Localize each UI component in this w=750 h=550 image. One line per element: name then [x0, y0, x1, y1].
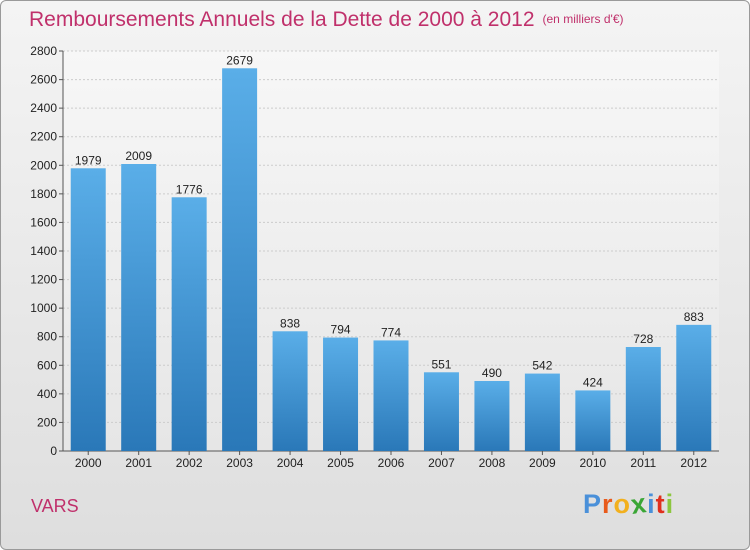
bar	[70, 168, 106, 452]
x-tick-label: 2007	[428, 456, 455, 470]
y-tick-label: 2600	[30, 73, 57, 87]
value-labels: 1979 2009 1776 2679 838 794 774 551 490 542 424 728…	[75, 53, 704, 389]
bar-value-label: 2009	[125, 149, 152, 163]
y-tick-label: 2800	[30, 44, 57, 58]
logo-letter: i	[647, 489, 656, 519]
y-tick-label: 400	[37, 387, 57, 401]
bars	[70, 68, 712, 452]
chart-title: Remboursements Annuels de la Dette de 20…	[29, 8, 624, 32]
bar-value-label: 542	[532, 359, 552, 373]
bar	[474, 381, 510, 451]
y-tick-label: 1800	[30, 187, 57, 201]
x-tick-label: 2011	[630, 456, 656, 470]
x-tick-label: 2003	[226, 456, 253, 470]
bar	[625, 347, 661, 451]
logo-letter: t	[655, 489, 666, 519]
bar	[222, 68, 258, 452]
x-tick-label: 2009	[529, 456, 556, 470]
x-tick-label: 2005	[327, 456, 354, 470]
x-tick-label: 2001	[125, 456, 152, 470]
y-tick-label: 1400	[30, 244, 57, 258]
axes: 0 200 400 600 800 1000 1200 1400 1600 1800 2000 220…	[30, 44, 719, 470]
proxiti-logo[interactable]: Proxiti	[583, 488, 675, 520]
logo-letter: o	[613, 489, 632, 519]
bar	[171, 197, 207, 451]
bar-value-label: 490	[482, 366, 502, 380]
logo-letter: i	[665, 489, 675, 519]
x-tick-label: 2002	[176, 456, 203, 470]
x-tick-label: 2010	[579, 456, 606, 470]
bar-value-label: 883	[684, 310, 704, 324]
x-tick-label: 2000	[75, 456, 102, 470]
y-tick-label: 600	[37, 358, 57, 372]
bar	[373, 340, 409, 451]
bar-value-label: 774	[381, 325, 401, 339]
y-tick-label: 1000	[30, 301, 57, 315]
x-tick-label: 2008	[479, 456, 506, 470]
bar	[575, 390, 611, 451]
logo-letter: P	[583, 489, 603, 519]
bar-value-label: 838	[280, 316, 300, 330]
y-tick-label: 1200	[30, 273, 57, 287]
x-tick-label: 2006	[378, 456, 405, 470]
chart-title-text: Remboursements Annuels de la Dette de 20…	[29, 8, 535, 31]
y-tick-label: 1600	[30, 215, 57, 229]
bar-value-label: 551	[431, 357, 451, 371]
bar-value-label: 1776	[176, 182, 203, 196]
y-tick-label: 2400	[30, 101, 57, 115]
chart-subtitle: (en milliers d'€)	[542, 12, 624, 26]
bar-value-label: 1979	[75, 153, 102, 167]
y-tick-label: 800	[37, 330, 57, 344]
y-tick-label: 2000	[30, 158, 57, 172]
x-tick-label: 2004	[277, 456, 304, 470]
y-tick-label: 0	[50, 444, 57, 458]
bar	[524, 373, 560, 451]
bar	[423, 372, 459, 451]
bar-value-label: 728	[633, 332, 653, 346]
bar	[323, 337, 359, 451]
bar-value-label: 794	[331, 323, 351, 337]
bar	[121, 164, 157, 451]
bar	[676, 324, 712, 451]
bar-value-label: 2679	[226, 53, 253, 67]
place-name: VARS	[31, 496, 79, 516]
y-tick-label: 2200	[30, 130, 57, 144]
bar	[272, 331, 308, 451]
x-tick-label: 2012	[680, 456, 707, 470]
logo-letter: r	[602, 489, 614, 519]
y-tick-label: 200	[37, 415, 57, 429]
bar-value-label: 424	[583, 375, 603, 389]
